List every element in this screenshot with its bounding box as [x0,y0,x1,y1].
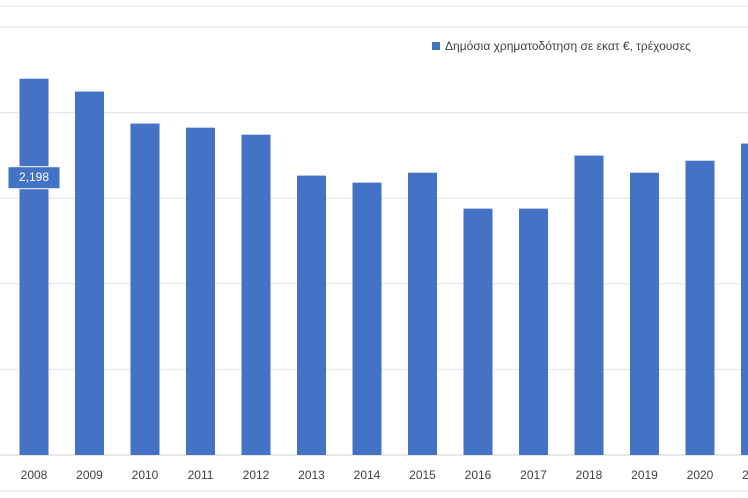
legend-swatch [432,42,440,50]
bar [75,91,104,456]
bar [741,143,748,455]
x-tick-label: 2019 [631,468,658,482]
bar [297,175,326,455]
x-tick-label: 2021 [742,468,748,482]
bar [519,208,548,455]
x-tick-label: 2020 [687,468,714,482]
value-label: 2,198 [19,170,49,184]
bar [408,172,437,455]
x-tick-label: 2015 [409,468,436,482]
x-tick-label: 2017 [520,468,547,482]
bar [630,172,659,455]
x-tick-label: 2016 [465,468,492,482]
value-label-box [7,166,61,190]
legend-label: Δημόσια χρηματοδότηση σε εκατ €, τρέχουσ… [445,39,691,53]
bar [574,155,604,455]
bar [130,123,160,456]
x-tick-label: 2012 [243,468,270,482]
x-tick-label: 2010 [132,468,159,482]
x-tick-label: 2014 [354,468,381,482]
x-tick-label: 2008 [21,468,48,482]
bar [186,127,215,456]
x-tick-label: 2018 [576,468,603,482]
bar [352,182,382,456]
bar [19,78,49,456]
bar [241,134,271,455]
bar [685,160,715,455]
x-tick-label: 2013 [298,468,325,482]
x-tick-label: 2011 [188,468,214,482]
bar [463,208,493,455]
x-tick-label: 2009 [76,468,103,482]
